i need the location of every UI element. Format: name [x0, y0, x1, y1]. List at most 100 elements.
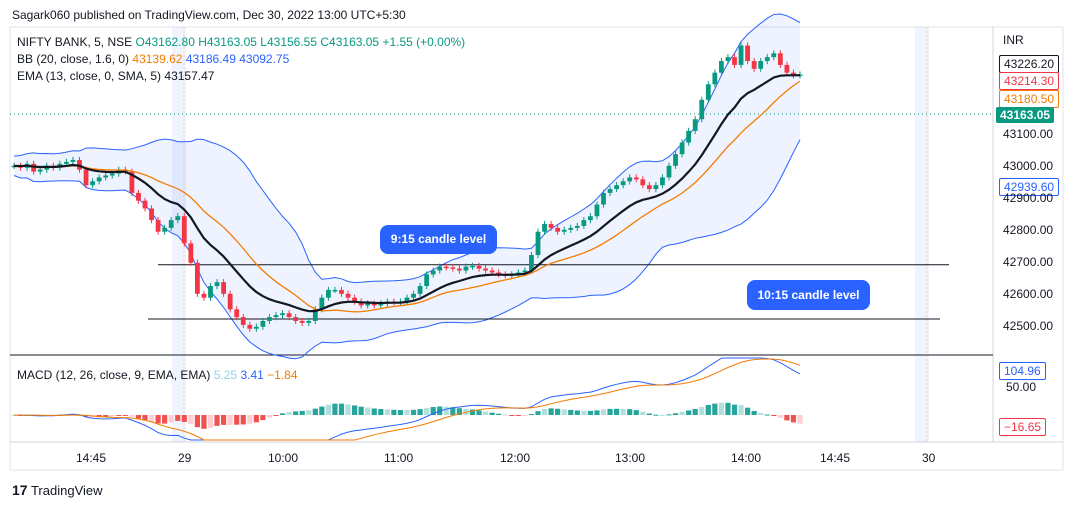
macd-histogram-bar [332, 403, 338, 415]
macd-histogram-bar [260, 415, 266, 421]
candle-body [555, 227, 561, 232]
candle-body [371, 303, 377, 306]
candle-body [188, 243, 194, 263]
candle-body [345, 293, 351, 298]
macd-histogram-bar [666, 414, 672, 416]
macd-histogram-bar [240, 415, 246, 425]
candle-body [542, 223, 547, 232]
candle-body [568, 227, 574, 230]
time-tick: 10:00 [268, 451, 299, 465]
macd-histogram-bar [188, 415, 194, 424]
macd-histogram-bar [502, 414, 508, 416]
candle-body [352, 297, 357, 302]
legend-macd: MACD (12, 26, close, 9, EMA, EMA) 5.25 3… [17, 368, 298, 382]
macd-histogram-bar [227, 415, 233, 425]
macd-signal-value: 3.41 [240, 368, 264, 382]
candle-body [109, 173, 115, 176]
candle-body [286, 313, 292, 318]
candle-body [142, 200, 148, 209]
macd-histogram-bar [568, 409, 574, 415]
candle-body [594, 204, 600, 217]
tag-high: 43214.30 [999, 72, 1060, 90]
candle-body [777, 53, 783, 65]
legend-bb-lo: 43092.75 [239, 52, 290, 66]
macd-histogram-bar [672, 413, 679, 415]
candle-body [332, 289, 338, 292]
bb-fill [14, 14, 800, 359]
macd-histogram-bar [279, 413, 286, 415]
macd-histogram-bar [483, 411, 489, 415]
macd-histogram-bar [646, 413, 652, 415]
macd-histogram-bar [148, 415, 155, 422]
macd-histogram-bar [640, 411, 646, 415]
macd-histogram-bar [496, 413, 502, 415]
candle-body [686, 130, 692, 143]
candle-body [253, 326, 259, 329]
macd-histogram-bar [790, 415, 797, 423]
macd-histogram-bar [489, 412, 495, 415]
candle-body [83, 169, 89, 186]
candle-body [306, 320, 312, 323]
time-tick: 14:45 [76, 451, 107, 465]
candle-body [476, 265, 482, 269]
macd-histogram-bar [614, 408, 620, 415]
macd-pane [11, 357, 803, 441]
candle-body [162, 227, 168, 232]
macd-histogram-bar [771, 415, 777, 416]
macd-histogram-bar [509, 415, 515, 416]
candle-body [260, 320, 266, 327]
candle-body [561, 229, 567, 232]
candle-body [358, 301, 364, 306]
macd-histogram-bar [777, 415, 783, 418]
tag-bb-upper: 43226.20 [999, 55, 1060, 73]
currency-label: INR [1003, 33, 1024, 47]
legend-high: H43163.05 [198, 35, 257, 49]
legend-low: L43156.55 [260, 35, 318, 49]
macd-histogram-bar [371, 408, 377, 415]
price-tick: 43000.00 [1003, 159, 1054, 173]
price-tick: 42500.00 [1003, 319, 1054, 333]
macd-histogram-bar [456, 408, 462, 415]
macd-histogram-bar [397, 410, 404, 415]
macd-histogram-bar [469, 409, 476, 415]
macd-histogram-bar [417, 409, 423, 415]
tradingview-logo[interactable]: 17 TradingView [12, 482, 103, 498]
macd-histogram-bar [122, 415, 128, 416]
candle-body [646, 185, 652, 190]
candle-body [208, 286, 213, 298]
candle-body [70, 159, 76, 162]
candle-body [581, 220, 587, 226]
candle-body [653, 185, 659, 190]
price-tick: 42800.00 [1003, 223, 1054, 237]
candle-body [319, 297, 325, 310]
price-tick: 42700.00 [1003, 255, 1054, 269]
macd-histogram-bar [410, 409, 417, 415]
macd-histogram-bar [378, 409, 384, 415]
macd-histogram-bar [522, 415, 528, 416]
macd-histogram-bar [306, 410, 312, 415]
macd-histogram-bar [764, 414, 770, 416]
macd-histogram-bar [627, 409, 633, 415]
legend-change: +1.55 (+0.00%) [382, 35, 466, 49]
candle-body [424, 274, 430, 287]
legend-ohlc: NIFTY BANK, 5, NSE O43162.80 H43163.05 L… [17, 35, 465, 49]
macd-histogram-bar [548, 408, 554, 415]
macd-histogram-bar [207, 415, 214, 428]
macd-histogram-bar [365, 407, 371, 415]
candle-body [90, 181, 95, 186]
time-tick: 29 [178, 451, 192, 465]
macd-histogram-bar [384, 409, 390, 415]
candle-body [234, 309, 240, 318]
legend-bb-mid: 43139.62 [132, 52, 183, 66]
macd-histogram-bar [725, 402, 731, 415]
candle-body [699, 99, 705, 120]
macd-histogram-bar [738, 405, 744, 415]
candle-body [784, 64, 790, 73]
macd-histogram-bar [214, 415, 220, 426]
candle-body [168, 220, 174, 228]
macd-histogram-bar [561, 409, 567, 415]
macd-histogram-bar [718, 402, 724, 415]
macd-histogram-bar [325, 404, 331, 415]
candle-body [378, 303, 384, 306]
